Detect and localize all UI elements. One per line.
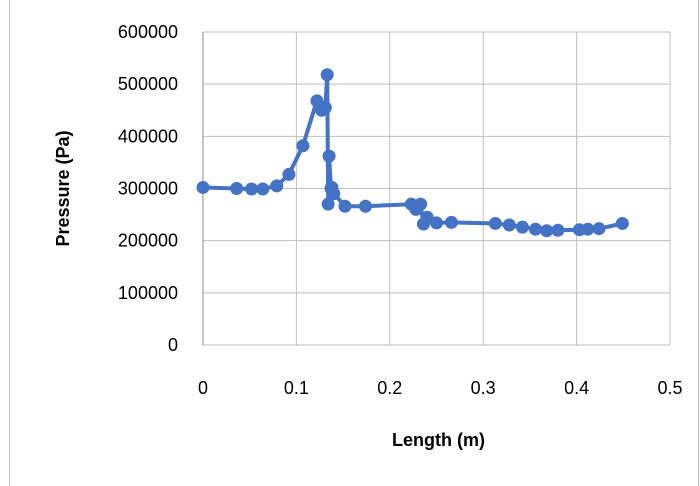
x-tick-label: 0: [198, 378, 208, 398]
data-point: [551, 223, 565, 237]
y-tick-label: 100000: [118, 283, 178, 303]
y-tick-label: 500000: [118, 74, 178, 94]
data-point: [615, 216, 629, 230]
data-point: [338, 199, 352, 213]
y-tick-labels: 0 100000 200000 300000 400000 500000 600000: [118, 22, 178, 355]
data-point: [515, 220, 529, 234]
data-point: [322, 149, 336, 163]
x-tick-label: 0.1: [284, 378, 309, 398]
data-point: [230, 182, 244, 195]
data-point: [256, 182, 270, 196]
data-point: [529, 222, 543, 236]
data-point: [414, 197, 428, 211]
x-tick-labels: 0 0.1 0.2 0.3 0.4 0.5: [198, 378, 683, 398]
chart-frame: [9, 0, 699, 486]
x-tick-label: 0.2: [377, 378, 402, 398]
data-point: [296, 139, 310, 153]
data-point: [245, 182, 259, 196]
data-point: [196, 180, 210, 194]
data-point: [321, 197, 335, 211]
y-tick-label: 400000: [118, 126, 178, 146]
data-point: [420, 210, 434, 224]
data-point: [540, 224, 554, 238]
y-tick-label: 200000: [118, 231, 178, 251]
x-tick-label: 0.5: [657, 378, 682, 398]
data-point: [282, 167, 296, 181]
data-point: [592, 222, 606, 236]
data-point: [359, 199, 373, 213]
x-tick-label: 0.3: [471, 378, 496, 398]
data-point: [502, 218, 516, 232]
data-point: [318, 101, 332, 115]
data-point: [320, 68, 334, 82]
y-axis-title: Pressure (Pa): [53, 130, 73, 246]
data-point: [444, 215, 458, 229]
y-tick-label: 600000: [118, 22, 178, 42]
data-point: [327, 187, 341, 201]
gridlines: [202, 31, 671, 346]
data-point: [488, 216, 502, 230]
data-series: [196, 68, 629, 238]
data-point: [270, 179, 284, 193]
data-point: [430, 216, 443, 230]
x-axis-title: Length (m): [392, 430, 485, 450]
data-point: [581, 222, 595, 236]
x-tick-label: 0.4: [564, 378, 589, 398]
y-tick-label: 300000: [118, 179, 178, 199]
y-tick-label: 0: [168, 335, 178, 355]
